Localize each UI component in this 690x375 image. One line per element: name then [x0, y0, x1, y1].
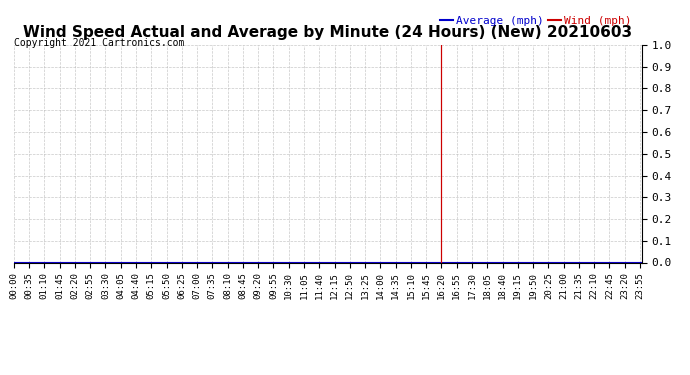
Title: Wind Speed Actual and Average by Minute (24 Hours) (New) 20210603: Wind Speed Actual and Average by Minute … — [23, 25, 632, 40]
Legend: Average (mph), Wind (mph): Average (mph), Wind (mph) — [435, 11, 636, 30]
Text: Copyright 2021 Cartronics.com: Copyright 2021 Cartronics.com — [14, 38, 184, 48]
